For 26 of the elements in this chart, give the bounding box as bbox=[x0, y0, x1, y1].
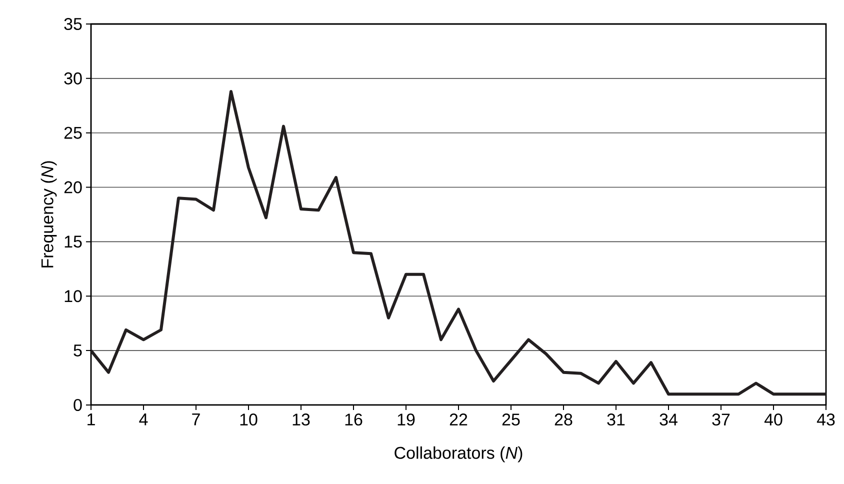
x-tick-label: 10 bbox=[240, 414, 258, 426]
x-tick-label: 19 bbox=[398, 414, 415, 426]
y-axis-title: Frequency (N) bbox=[40, 161, 57, 268]
y-tick-label: 0 bbox=[74, 398, 82, 412]
x-tick-label: 40 bbox=[764, 414, 782, 426]
x-tick-label: 1 bbox=[88, 414, 95, 426]
y-tick-label: 30 bbox=[64, 72, 82, 84]
x-tick-label: 31 bbox=[607, 414, 625, 426]
x-tick-label: 13 bbox=[292, 414, 310, 426]
x-tick-label: 43 bbox=[816, 414, 835, 426]
y-tick-label: 20 bbox=[64, 181, 82, 194]
x-tick-label: 22 bbox=[450, 414, 468, 426]
y-tick-label: 10 bbox=[64, 290, 82, 302]
y-tick-label: 25 bbox=[64, 126, 82, 139]
x-tick-label: 4 bbox=[139, 414, 148, 426]
x-axis-title: Collaborators (N) bbox=[394, 446, 522, 462]
line-series bbox=[91, 90, 826, 396]
x-tick-label: 34 bbox=[660, 414, 678, 426]
x-tick-label: 7 bbox=[192, 414, 200, 426]
y-tick-label: 5 bbox=[74, 344, 82, 356]
x-tick-label: 37 bbox=[712, 414, 730, 426]
x-tick-label: 16 bbox=[345, 414, 362, 426]
y-tick-label: 15 bbox=[64, 236, 82, 248]
x-tick-label: 28 bbox=[554, 414, 572, 426]
x-tick-label: 25 bbox=[502, 414, 520, 426]
y-tick-label: 35 bbox=[64, 18, 82, 30]
